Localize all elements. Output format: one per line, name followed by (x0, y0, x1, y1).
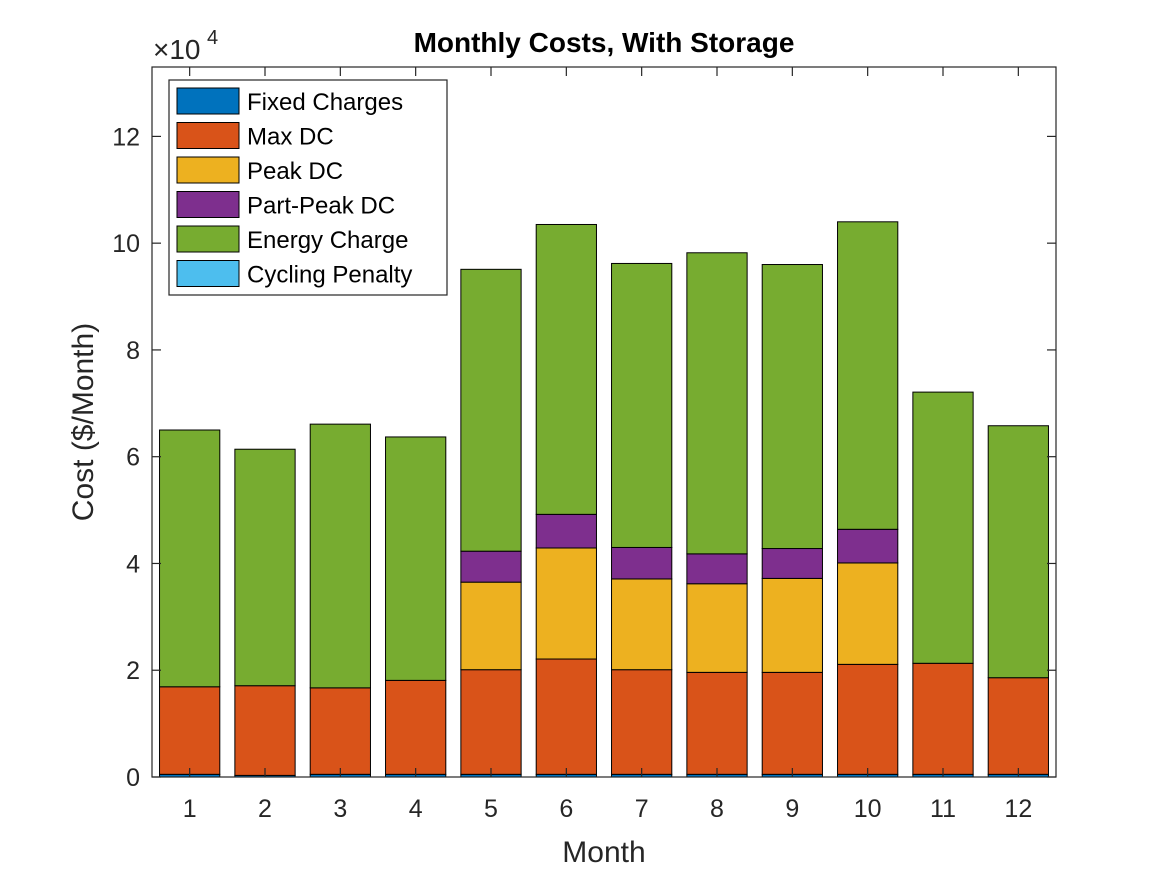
x-tick-label: 2 (258, 795, 272, 823)
bar-segment-part-peak-dc-month-6 (535, 513, 597, 549)
x-tick-label: 7 (635, 795, 649, 823)
bar-segment-part-peak-dc-month-10 (837, 528, 899, 564)
legend-label-energy-charge: Energy Charge (247, 227, 408, 254)
bar-segment-peak-dc-month-7 (611, 578, 673, 671)
y-axis-label: Cost ($/Month) (67, 323, 100, 521)
y-tick-label: 6 (126, 444, 140, 472)
bar-segment-part-peak-dc-month-5 (460, 550, 522, 583)
bar-segment-energy-charge-month-1 (159, 429, 221, 688)
bar-segment-part-peak-dc-month-7 (611, 546, 673, 580)
bar-segment-max-dc-month-7 (611, 669, 673, 775)
x-tick-label: 12 (1004, 795, 1032, 823)
bar-segment-max-dc-month-5 (460, 669, 522, 775)
bars-group (159, 221, 1049, 778)
legend-label-part-peak-dc: Part-Peak DC (247, 193, 395, 220)
y-tick-label: 8 (126, 337, 140, 365)
bar-segment-energy-charge-month-3 (309, 423, 371, 689)
bar-segment-energy-charge-month-11 (912, 391, 974, 664)
y-tick-label: 10 (112, 230, 140, 258)
legend: Fixed Charges Max DC Peak DC Part-Peak DC En… (168, 79, 448, 296)
bar-segment-energy-charge-month-8 (686, 252, 748, 555)
bar-segment-part-peak-dc-month-9 (761, 548, 823, 579)
bar-segment-max-dc-month-12 (987, 677, 1049, 775)
bar-segment-max-dc-month-6 (535, 658, 597, 775)
bar-segment-energy-charge-month-7 (611, 262, 673, 548)
x-tick-label: 10 (854, 795, 882, 823)
bar-segment-peak-dc-month-6 (535, 547, 597, 660)
bar-segment-peak-dc-month-5 (460, 581, 522, 671)
bar-segment-max-dc-month-3 (309, 687, 371, 775)
legend-swatch-cycling-penalty (176, 260, 240, 287)
x-axis-label: Month (562, 836, 645, 869)
x-tick-label: 8 (710, 795, 724, 823)
bar-segment-max-dc-month-2 (234, 685, 296, 776)
legend-swatch-part-peak-dc (176, 191, 240, 218)
bar-segment-max-dc-month-1 (159, 686, 221, 775)
legend-label-max-dc: Max DC (247, 124, 334, 151)
bar-segment-max-dc-month-10 (837, 663, 899, 775)
bar-segment-peak-dc-month-8 (686, 583, 748, 673)
legend-box (168, 79, 448, 296)
y-tick-label: 4 (126, 550, 140, 578)
bar-segment-peak-dc-month-9 (761, 577, 823, 673)
bar-segment-max-dc-month-9 (761, 671, 823, 775)
y-axis-exponent: ×10 4 (153, 27, 218, 65)
legend-label-peak-dc: Peak DC (247, 158, 343, 185)
axes-box (151, 66, 1057, 778)
x-tick-label: 11 (930, 795, 956, 823)
bar-segment-energy-charge-month-2 (234, 448, 296, 687)
bar-segment-energy-charge-month-5 (460, 268, 522, 552)
y-tick-label: 12 (112, 123, 140, 151)
bar-segment-max-dc-month-8 (686, 671, 748, 775)
chart-title: Monthly Costs, With Storage (414, 27, 795, 58)
y-tick-label: 0 (126, 764, 140, 792)
bar-segment-peak-dc-month-10 (837, 562, 899, 665)
x-tick-label: 5 (484, 795, 498, 823)
bar-segment-energy-charge-month-6 (535, 223, 597, 515)
bar-segment-max-dc-month-11 (912, 662, 974, 775)
y-axis-exponent-power: 4 (207, 27, 218, 49)
legend-label-cycling-penalty: Cycling Penalty (247, 262, 412, 289)
x-tick-label: 6 (559, 795, 573, 823)
legend-label-fixed-charges: Fixed Charges (247, 89, 403, 116)
bar-segment-energy-charge-month-9 (761, 264, 823, 550)
y-tick-label: 2 (126, 657, 140, 685)
x-tick-label: 4 (409, 795, 423, 823)
y-axis-exponent-base: ×10 (153, 34, 201, 65)
x-tick-label: 3 (333, 795, 347, 823)
legend-swatch-fixed-charges (176, 87, 240, 115)
legend-swatch-peak-dc (176, 156, 240, 184)
bar-segment-energy-charge-month-4 (385, 436, 447, 681)
x-tick-label: 9 (785, 795, 799, 823)
x-axis-ticks: 1 2 3 4 5 6 7 8 9 10 11 12 (183, 67, 1032, 823)
y-axis-ticks: 0 2 4 6 8 10 12 (112, 123, 1056, 792)
bar-segment-max-dc-month-4 (385, 679, 447, 775)
bar-segment-energy-charge-month-10 (837, 221, 899, 530)
x-tick-label: 1 (183, 795, 197, 823)
bar-segment-energy-charge-month-12 (987, 425, 1049, 679)
legend-swatch-max-dc (176, 122, 240, 149)
legend-swatch-energy-charge (176, 225, 240, 253)
bar-segment-part-peak-dc-month-8 (686, 553, 748, 585)
